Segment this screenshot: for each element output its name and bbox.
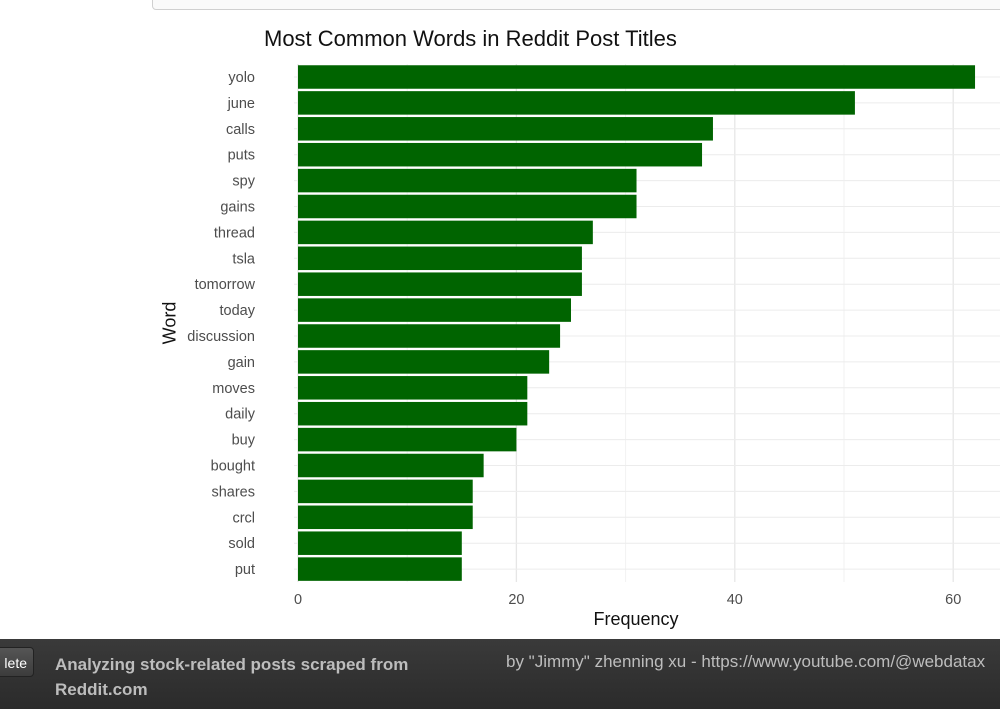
x-tick-label: 20 [508, 592, 524, 608]
bar-puts [298, 142, 703, 167]
x-tick-label: 40 [727, 592, 743, 608]
bar-tomorrow [298, 272, 582, 296]
y-tick-label: gains [220, 200, 255, 216]
bar-yolo [298, 65, 976, 89]
bar-sold [298, 531, 462, 555]
footer-caption: Analyzing stock-related posts scraped fr… [55, 655, 409, 699]
y-tick-label: puts [228, 148, 255, 164]
y-tick-label: put [235, 562, 255, 578]
footer-credit: by "Jimmy" zhenning xu - https://www.you… [506, 652, 986, 671]
x-axis-label: Frequency [593, 609, 679, 629]
y-tick-label: thread [214, 225, 255, 241]
grid-layer [294, 64, 1000, 582]
y-tick-label: tsla [232, 251, 256, 267]
bar-buy [298, 427, 517, 452]
y-tick-label: moves [212, 381, 255, 397]
y-tick-label: spy [232, 174, 255, 190]
y-tick-label: yolo [228, 70, 255, 86]
y-tick-label: tomorrow [195, 277, 256, 293]
bar-spy [298, 168, 637, 193]
bar-gain [298, 350, 550, 374]
y-tick-label: shares [211, 484, 255, 500]
y-tick-label: bought [211, 459, 255, 475]
y-tick-label: today [220, 303, 256, 319]
label-layer: yolo june calls puts spy gains thread tsla tomor… [187, 70, 961, 608]
bar-layer [298, 65, 976, 581]
top-frame [152, 0, 1000, 10]
bar-shares [298, 479, 473, 504]
y-axis-label: Word [159, 301, 180, 345]
y-tick-label: june [227, 96, 255, 112]
bar-put [298, 557, 462, 581]
bar-june [298, 91, 855, 115]
y-tick-label: sold [228, 536, 255, 552]
bar-calls [298, 117, 713, 141]
footer-bar: lete Analyzing stock-related posts scrap… [0, 639, 1000, 709]
bar-gains [298, 194, 637, 219]
y-tick-label: daily [225, 407, 256, 423]
x-tick-label: 0 [294, 592, 302, 608]
delete-button[interactable]: lete [0, 647, 34, 677]
y-tick-label: crcl [232, 510, 255, 526]
y-tick-label: buy [232, 433, 256, 449]
y-tick-label: calls [226, 122, 255, 138]
bar-tsla [298, 246, 582, 271]
bar-bought [298, 453, 484, 478]
chart-title: Most Common Words in Reddit Post Titles [264, 26, 677, 51]
bar-thread [298, 220, 593, 245]
bar-daily [298, 401, 528, 426]
bar-today [298, 298, 571, 322]
bar-discussion [298, 324, 561, 348]
y-tick-label: gain [228, 355, 255, 371]
y-tick-label: discussion [187, 329, 255, 345]
x-tick-label: 60 [945, 592, 961, 608]
bar-crcl [298, 505, 473, 530]
bar-chart: yolo june calls puts spy gains thread tsla tomor… [187, 64, 1000, 608]
bar-moves [298, 376, 528, 400]
